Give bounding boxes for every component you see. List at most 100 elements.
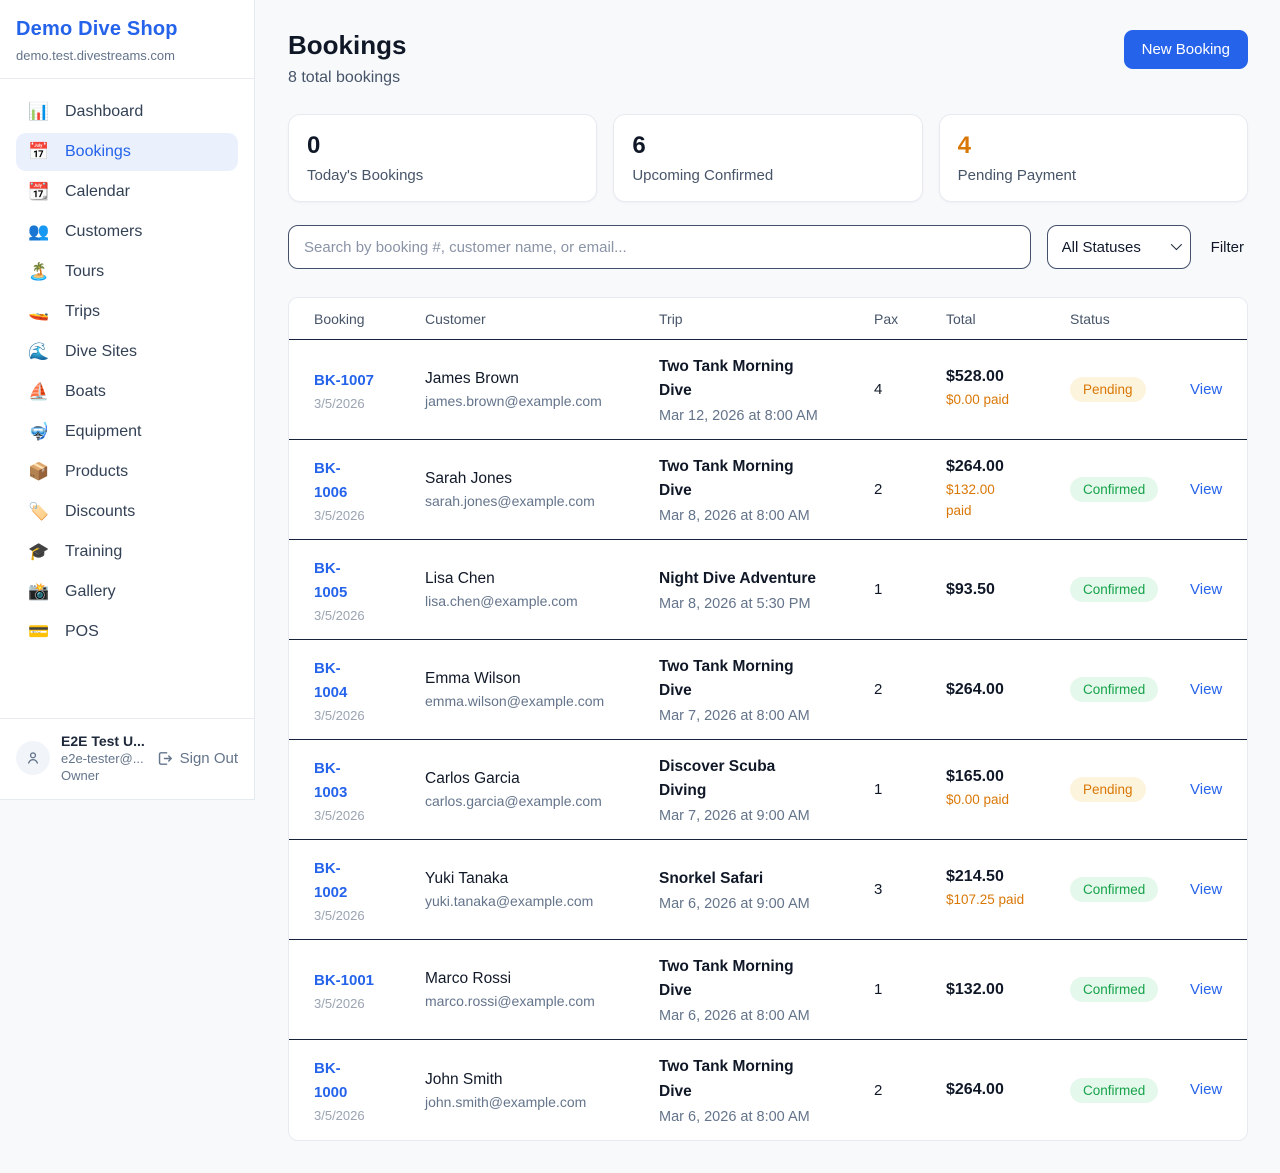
booking-date: 3/5/2026 (314, 907, 365, 923)
column-header-customer: Customer (425, 310, 486, 327)
customer-cell: Marco Rossi marco.rossi@example.com (425, 970, 659, 1009)
view-link[interactable]: View (1190, 380, 1223, 398)
filter-button[interactable]: Filter (1207, 233, 1248, 262)
status-cell: Confirmed (1070, 1077, 1190, 1103)
trip-cell: Two Tank Morning Dive Mar 8, 2026 at 8:0… (659, 455, 874, 524)
total-amount: $264.00 (946, 680, 1004, 698)
view-link[interactable]: View (1190, 480, 1223, 498)
booking-cell: BK- 1004 3/5/2026 (314, 657, 425, 723)
brand-domain: demo.test.divestreams.com (16, 48, 175, 63)
view-link[interactable]: View (1190, 580, 1223, 598)
booking-id-link[interactable]: BK- 1006 (314, 459, 348, 501)
status-cell: Confirmed (1070, 477, 1190, 502)
customer-email: marco.rossi@example.com (425, 993, 595, 1009)
page-subtitle: 8 total bookings (288, 69, 401, 86)
view-link[interactable]: View (1190, 880, 1223, 898)
actions-cell: View (1190, 881, 1231, 899)
sidebar-item-equipment[interactable]: 🤿 Equipment (16, 413, 238, 451)
sidebar-item-trips[interactable]: 🚤 Trips (16, 293, 238, 331)
sign-out-button[interactable]: Sign Out (156, 750, 238, 767)
booking-date: 3/5/2026 (314, 995, 365, 1011)
customer-name: Yuki Tanaka (425, 870, 509, 887)
paid-amount: $0.00 paid (946, 792, 1010, 808)
total-amount: $528.00 (946, 368, 1004, 386)
view-link[interactable]: View (1190, 680, 1223, 698)
sidebar-item-calendar[interactable]: 📆 Calendar (16, 173, 238, 211)
user-icon (28, 752, 38, 764)
customer-email: carlos.garcia@example.com (425, 793, 602, 809)
sidebar-item-dive-sites[interactable]: 🌊 Dive Sites (16, 333, 238, 371)
trip-cell: Two Tank Morning Dive Mar 7, 2026 at 8:0… (659, 655, 874, 724)
booking-cell: BK-1001 3/5/2026 (314, 969, 425, 1011)
customer-email: john.smith@example.com (425, 1093, 587, 1110)
sidebar-item-discounts[interactable]: 🏷️ Discounts (16, 493, 238, 531)
total-amount: $264.00 (946, 458, 1004, 476)
trip-name: Two Tank Morning Dive (659, 357, 794, 399)
booking-id-link[interactable]: BK- 1002 (314, 859, 348, 901)
sidebar-item-boats[interactable]: ⛵ Boats (16, 373, 238, 411)
table-row: BK- 1003 3/5/2026 Carlos Garcia carlos.g… (289, 740, 1247, 840)
view-link[interactable]: View (1190, 980, 1223, 998)
sidebar-item-gallery[interactable]: 📸 Gallery (16, 573, 238, 611)
calendar-date-icon: 📅 (28, 142, 50, 161)
trip-cell: Snorkel Safari Mar 6, 2026 at 9:00 AM (659, 867, 874, 912)
table-body: BK-1007 3/5/2026 James Brown james.brown… (289, 340, 1247, 1140)
customer-name: Lisa Chen (425, 570, 495, 587)
booking-id-link[interactable]: BK- 1004 (314, 659, 348, 701)
sidebar-item-label: Boats (65, 383, 106, 400)
status-badge: Confirmed (1070, 677, 1159, 702)
sailboat-icon: ⛵ (28, 382, 50, 401)
sidebar-item-label: Training (65, 543, 123, 560)
customer-name: Emma Wilson (425, 670, 521, 687)
booking-id-link[interactable]: BK-1001 (314, 971, 375, 989)
sidebar-item-products[interactable]: 📦 Products (16, 453, 238, 491)
search-input[interactable] (288, 225, 1031, 269)
total-cell: $165.00 $0.00 paid (946, 768, 1070, 810)
new-booking-button[interactable]: New Booking (1123, 30, 1248, 69)
customer-email: yuki.tanaka@example.com (425, 893, 594, 909)
status-badge: Pending (1070, 377, 1146, 402)
booking-id-link[interactable]: BK- 1005 (314, 559, 348, 601)
trip-cell: Night Dive Adventure Mar 8, 2026 at 5:30… (659, 567, 874, 612)
table-row: BK- 1000 3/5/2026 John Smith john.smith@… (289, 1040, 1247, 1140)
status-select[interactable]: All Statuses (1046, 225, 1191, 269)
total-cell: $214.50 $107.25 paid (946, 868, 1070, 910)
table-header-row: Booking Customer Trip Pax Total Status (289, 298, 1247, 340)
sidebar-item-training[interactable]: 🎓 Training (16, 533, 238, 571)
column-header-pax: Pax (874, 310, 899, 327)
status-cell: Confirmed (1070, 977, 1190, 1002)
sidebar-item-label: Products (65, 463, 129, 480)
sign-out-icon (158, 751, 172, 765)
actions-cell: View (1190, 381, 1231, 399)
booking-id-link[interactable]: BK-1007 (314, 371, 375, 389)
brand-block: Demo Dive Shop demo.test.divestreams.com (0, 0, 254, 78)
table-row: BK- 1004 3/5/2026 Emma Wilson emma.wilso… (289, 640, 1247, 740)
sidebar-item-label: Tours (65, 263, 105, 280)
customer-email: lisa.chen@example.com (425, 593, 578, 609)
pax-cell: 2 (874, 481, 883, 498)
main-content: Bookings 8 total bookings New Booking 0 … (255, 0, 1280, 1173)
booking-id-link[interactable]: BK- 1003 (314, 759, 348, 801)
booking-id-link[interactable]: BK- 1000 (314, 1060, 348, 1101)
user-role: Owner (61, 768, 100, 783)
stats-row: 0 Today's Bookings 6 Upcoming Confirmed … (288, 114, 1248, 202)
sidebar-item-bookings[interactable]: 📅 Bookings (16, 133, 238, 171)
trip-cell: Two Tank Morning Dive Mar 12, 2026 at 8:… (659, 355, 874, 424)
customer-cell: Carlos Garcia carlos.garcia@example.com (425, 770, 659, 809)
sidebar-item-dashboard[interactable]: 📊 Dashboard (16, 93, 238, 131)
total-amount: $214.50 (946, 868, 1004, 886)
status-select-wrap: All Statuses (1046, 225, 1191, 269)
booking-date: 3/5/2026 (314, 507, 365, 523)
sidebar-item-pos[interactable]: 💳 POS (16, 613, 238, 651)
sidebar-item-customers[interactable]: 👥 Customers (16, 213, 238, 251)
table-row: BK- 1002 3/5/2026 Yuki Tanaka yuki.tanak… (289, 840, 1247, 940)
package-icon: 📦 (28, 462, 50, 481)
customer-email: sarah.jones@example.com (425, 493, 595, 509)
view-link[interactable]: View (1190, 1081, 1223, 1098)
sidebar-item-tours[interactable]: 🏝️ Tours (16, 253, 238, 291)
status-cell: Pending (1070, 777, 1190, 802)
view-link[interactable]: View (1190, 780, 1223, 798)
pax-cell: 1 (874, 581, 883, 598)
actions-cell: View (1190, 981, 1231, 999)
speedboat-icon: 🚤 (28, 302, 50, 321)
